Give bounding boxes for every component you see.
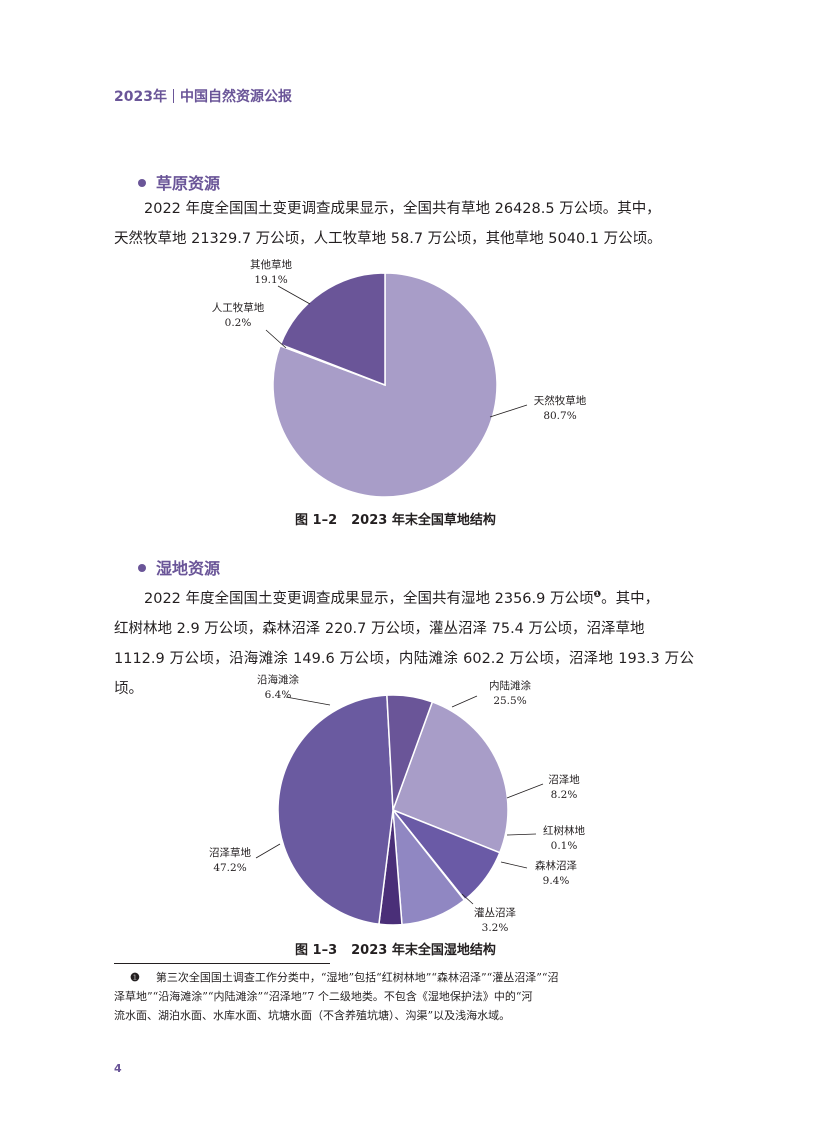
figure-number: 图 1–2 <box>295 513 338 528</box>
slice-label-pct: 6.4% <box>265 689 292 701</box>
figure-number: 图 1–3 <box>295 943 338 958</box>
wetland-line-3: 1112.9 万公顷，沿海滩涂 149.6 万公顷，内陆滩涂 602.2 万公顷… <box>114 650 694 697</box>
grassland-line-2: 天然牧草地 21329.7 万公顷，人工牧草地 58.7 万公顷，其他草地 50… <box>114 231 662 247</box>
leader-line <box>255 843 281 859</box>
header-year: 2023年 <box>114 89 167 105</box>
footnote-rule <box>114 963 330 964</box>
grassland-paragraph: 2022 年度全国国土变更调查成果显示，全国共有草地 26428.5 万公顷。其… <box>114 194 694 254</box>
bullet-icon <box>138 179 146 187</box>
wetland-line-1-text: 2022 年度全国国土变更调查成果显示，全国共有湿地 2356.9 万公顷 <box>144 590 594 607</box>
figure-title: 2023 年末全国湿地结构 <box>351 943 496 958</box>
slice-label-pct: 9.4% <box>543 875 570 887</box>
slice-label-pct: 80.7% <box>543 410 576 422</box>
pie-slice <box>386 694 434 811</box>
leader-line <box>285 696 331 706</box>
wetland-line-2: 红树林地 2.9 万公顷，森林沼泽 220.7 万公顷，灌丛沼泽 75.4 万公… <box>114 620 645 637</box>
footnote-marker: ❶ <box>130 971 140 984</box>
slice-label-name: 沼泽草地 <box>209 846 251 859</box>
footnote-text: 第三次全国国土调查工作分类中，“湿地”包括“红树林地”“森林沼泽”“灌丛沼泽”“… <box>155 971 559 984</box>
wetland-line-1: 2022 年度全国国土变更调查成果显示，全国共有湿地 2356.9 万公顷❶。其… <box>114 580 694 614</box>
leader-line <box>500 861 528 869</box>
slice-label-name: 天然牧草地 <box>534 394 587 407</box>
footnote: ❶ 第三次全国国土调查工作分类中，“湿地”包括“红树林地”“森林沼泽”“灌丛沼泽”… <box>114 968 688 1025</box>
pie-slice <box>279 272 386 387</box>
slice-label-name: 森林沼泽 <box>535 859 577 872</box>
slice-label-name: 人工牧草地 <box>212 301 265 314</box>
slice-label-pct: 0.2% <box>225 317 252 329</box>
slice-label-pct: 25.5% <box>493 695 526 707</box>
pie-slice <box>392 700 509 854</box>
slice-label-pct: 8.2% <box>551 789 578 801</box>
leader-line <box>451 695 478 708</box>
bullet-icon <box>138 564 146 572</box>
grassland-heading-text: 草原资源 <box>156 174 221 193</box>
leader-line <box>277 285 311 305</box>
slice-label-pct: 0.1% <box>551 840 578 852</box>
leader-line <box>506 833 537 836</box>
header-divider <box>172 89 174 103</box>
slice-label-pct: 3.2% <box>482 922 509 934</box>
wetland-heading-text: 湿地资源 <box>156 559 221 578</box>
slice-label-pct: 19.1% <box>254 274 287 286</box>
slice-label-pct: 47.2% <box>213 862 246 874</box>
footnote-line-1: ❶ 第三次全国国土调查工作分类中，“湿地”包括“红树林地”“森林沼泽”“灌丛沼泽”… <box>114 968 688 987</box>
wetland-paragraph: 2022 年度全国国土变更调查成果显示，全国共有湿地 2356.9 万公顷❶。其… <box>114 580 694 704</box>
figure-caption: 图 1–2 2023 年末全国草地结构 <box>295 509 496 528</box>
grassland-heading: 草原资源 <box>138 170 220 194</box>
grassland-line-1: 2022 年度全国国土变更调查成果显示，全国共有草地 26428.5 万公顷。其… <box>144 201 661 217</box>
page-number: 4 <box>114 1062 122 1075</box>
figure-title: 2023 年末全国草地结构 <box>351 513 496 528</box>
figure-caption: 图 1–3 2023 年末全国湿地结构 <box>295 939 496 958</box>
running-header: 2023年 中国自然资源公报 <box>114 86 292 106</box>
footnote-line-2: 泽草地”“沿海滩涂”“内陆滩涂”“沼泽地”7 个二级地类。不包含《湿地保护法》中… <box>114 990 533 1003</box>
slice-label-name: 内陆滩涂 <box>489 679 531 692</box>
slice-label-name: 沿海滩涂 <box>257 673 299 686</box>
footnote-ref[interactable]: ❶ <box>593 590 602 600</box>
slice-label-name: 其他草地 <box>250 258 292 271</box>
wetland-pie-chart: 沿海滩涂 6.4% 内陆滩涂 25.5% 沼泽地 8.2% 红树林地 0.1% … <box>209 673 585 934</box>
slice-label-name: 灌丛沼泽 <box>474 906 516 919</box>
leader-line <box>489 404 528 418</box>
wetland-heading: 湿地资源 <box>138 555 220 579</box>
grassland-pie-chart: 其他草地 19.1% 人工牧草地 0.2% 天然牧草地 80.7% <box>212 258 587 498</box>
header-title: 中国自然资源公报 <box>179 89 292 105</box>
pie-slice <box>277 694 394 925</box>
leader-line <box>265 329 287 349</box>
leader-line <box>461 893 474 905</box>
slice-label-name: 红树林地 <box>543 824 585 837</box>
leader-line <box>506 783 544 799</box>
footnote-line-3: 流水面、湖泊水面、水库水面、坑塘水面（不含养殖坑塘）、沟渠”以及浅海水域。 <box>114 1009 511 1022</box>
slice-label-name: 沼泽地 <box>548 773 580 786</box>
wetland-line-1-end: 。其中， <box>601 590 660 607</box>
